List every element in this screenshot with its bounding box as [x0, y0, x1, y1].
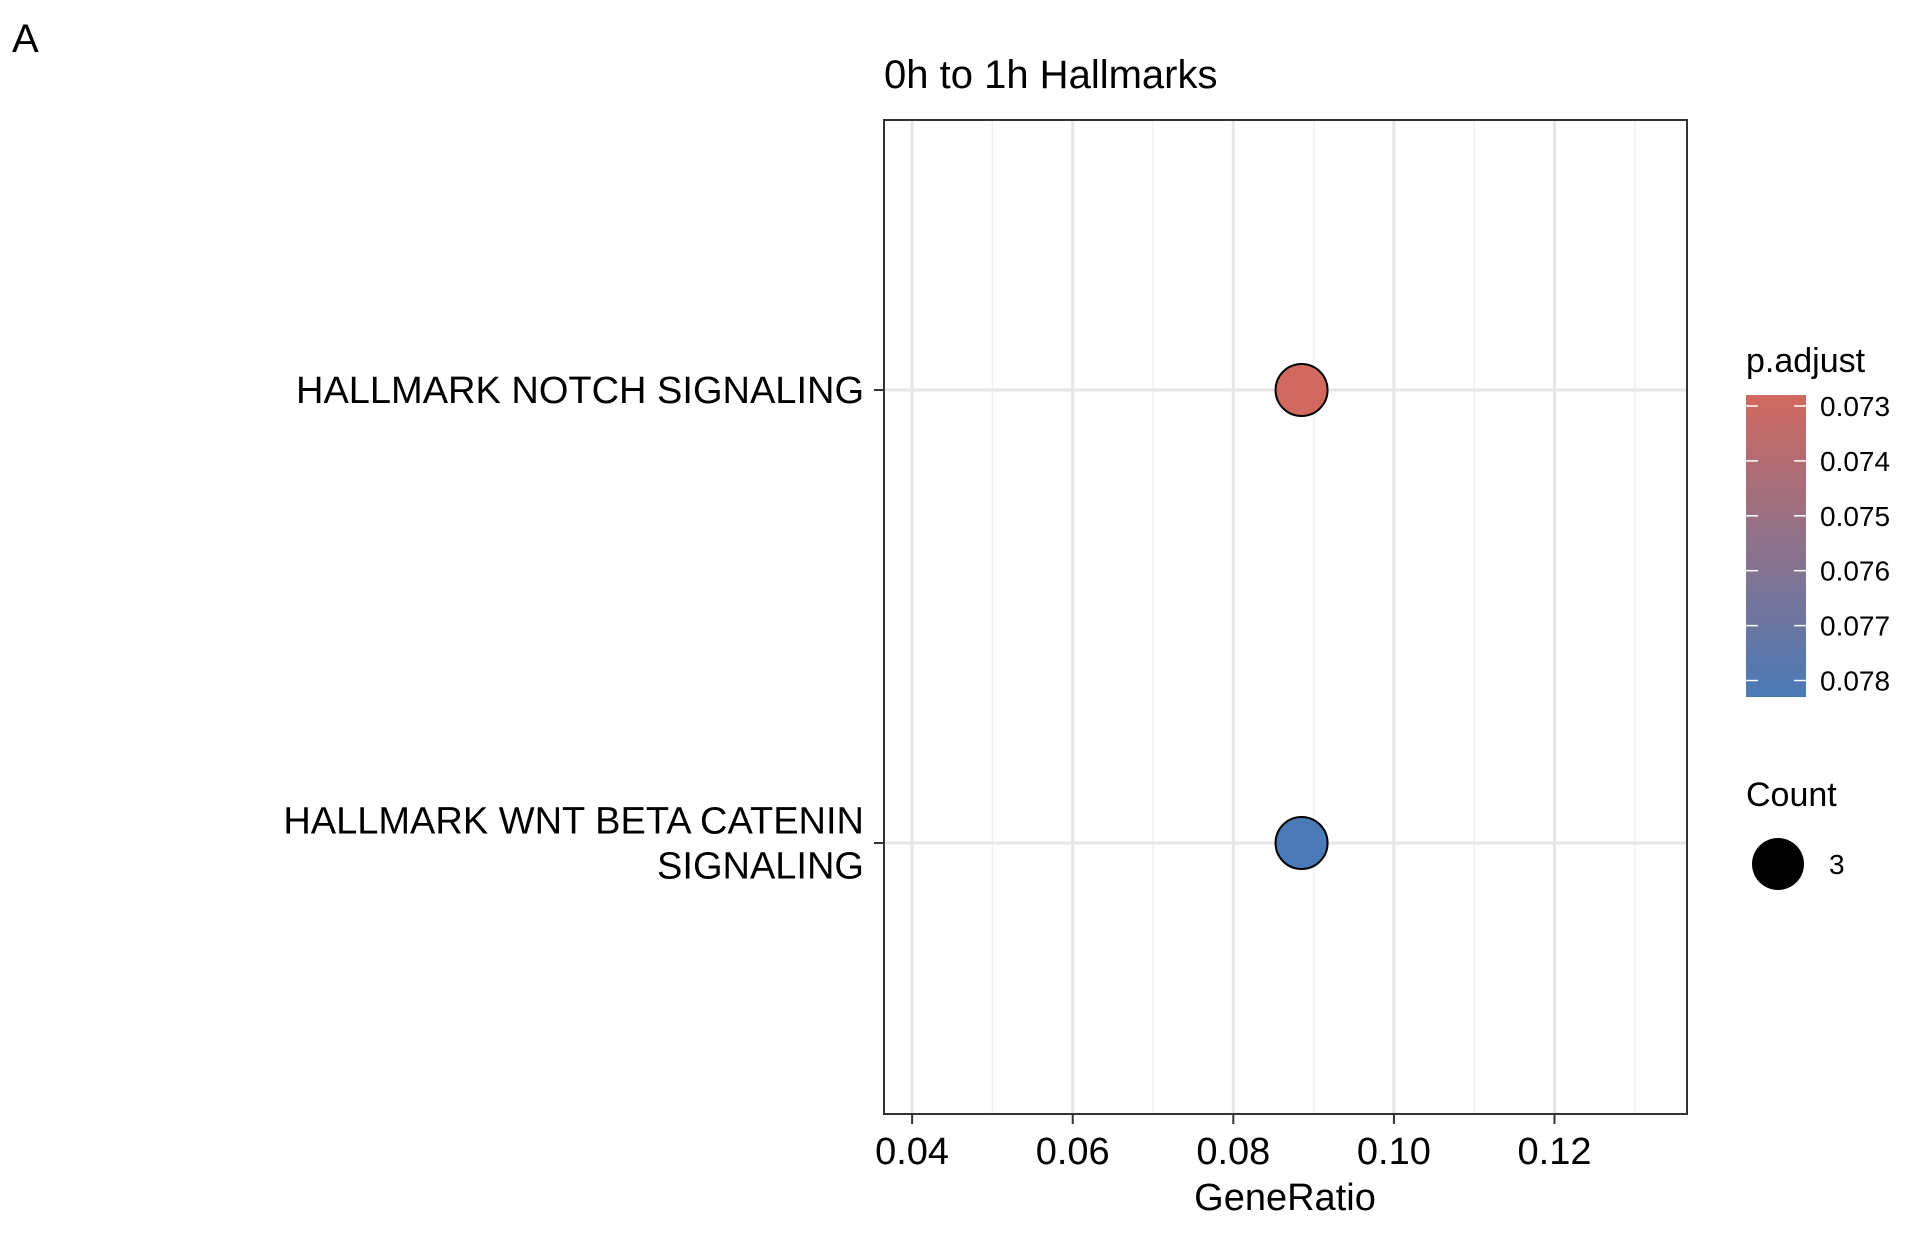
- y-axis: HALLMARK NOTCH SIGNALING HALLMARK WNT BET…: [283, 370, 884, 888]
- legend-color: p.adjust 0.073 0.074 0.075 0.076 0.077 0.078: [1746, 342, 1890, 697]
- legend-size-label: 3: [1829, 849, 1845, 880]
- panel-label: A: [12, 17, 39, 61]
- chart-title: 0h to 1h Hallmarks: [884, 53, 1217, 97]
- y-tick-label: HALLMARK NOTCH SIGNALING: [296, 370, 864, 412]
- legend-color-title: p.adjust: [1746, 342, 1866, 380]
- legend-size-title: Count: [1746, 776, 1837, 814]
- legend-size-items: 3: [1752, 838, 1845, 890]
- y-tick-label: HALLMARK WNT BETA CATENIN SIGNALING: [283, 801, 864, 888]
- data-point: [1274, 363, 1329, 417]
- x-axis: 0.04 0.06 0.08 0.10 0.12: [875, 1114, 1591, 1173]
- legend-colorbar-ticks: 0.073 0.074 0.075 0.076 0.077 0.078: [1746, 391, 1890, 697]
- x-axis-title: GeneRatio: [1194, 1177, 1376, 1219]
- legend-size: Count 3: [1746, 776, 1845, 890]
- data-point: [1274, 816, 1329, 870]
- colorbar-label: 0.073: [1820, 391, 1890, 422]
- colorbar-label: 0.076: [1820, 556, 1890, 587]
- data-points: [1274, 363, 1329, 870]
- colorbar-label: 0.077: [1820, 611, 1890, 642]
- plot-grid: [884, 120, 1687, 1114]
- x-tick-label: 0.12: [1518, 1131, 1592, 1173]
- plot-panel-border: [883, 119, 1688, 1115]
- legend-colorbar: [1746, 395, 1806, 697]
- x-tick-label: 0.06: [1036, 1131, 1110, 1173]
- x-tick-label: 0.04: [875, 1131, 949, 1173]
- colorbar-label: 0.078: [1820, 666, 1890, 697]
- colorbar-label: 0.075: [1820, 501, 1890, 532]
- x-tick-label: 0.08: [1196, 1131, 1270, 1173]
- legend-size-dot: [1752, 838, 1804, 890]
- x-tick-label: 0.10: [1357, 1131, 1431, 1173]
- colorbar-label: 0.074: [1820, 446, 1890, 477]
